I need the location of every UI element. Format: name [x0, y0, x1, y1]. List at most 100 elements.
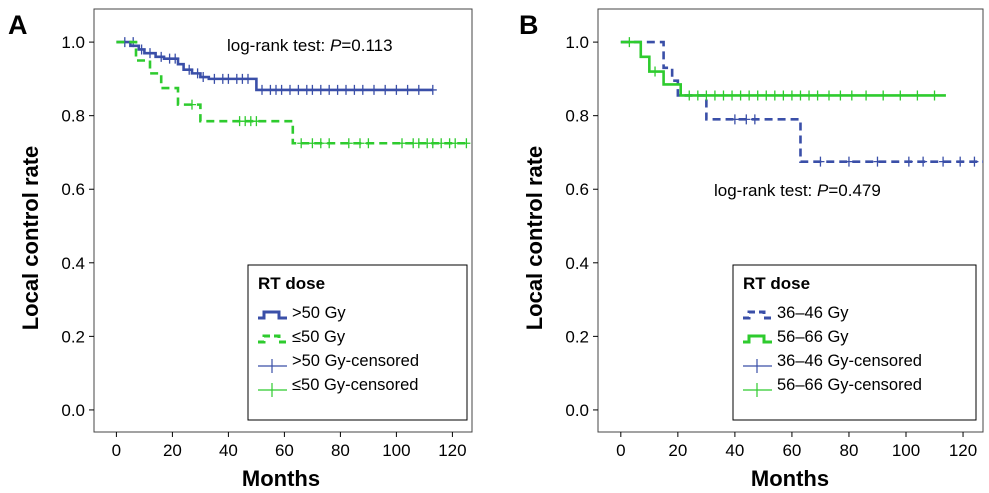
series-line-2 [116, 40, 467, 145]
logrank-p-value: =0.479 [828, 181, 880, 200]
y-tick-label: 0.8 [565, 107, 589, 126]
logrank-p-symbol: P [330, 36, 342, 55]
y-axis: 0.0 0.2 0.4 0.6 0.8 1.0 [61, 33, 94, 420]
x-tick-label: 60 [782, 441, 801, 460]
y-axis-label: Local control rate [18, 146, 43, 331]
logrank-annotation: log-rank test: P=0.479 [714, 181, 881, 200]
censor-mark [862, 90, 871, 101]
x-axis: 0 20 40 60 80 100 120 [112, 432, 467, 460]
censor-mark [308, 138, 317, 149]
legend-entry-4: ≤50 Gy-censored [258, 376, 418, 397]
x-tick-label: 20 [668, 441, 687, 460]
censor-mark [693, 90, 702, 101]
legend-line-symbol [743, 310, 772, 320]
x-tick-label: 80 [331, 441, 350, 460]
y-tick-label: 1.0 [565, 33, 589, 52]
legend-label: 36–46 Gy-censored [777, 352, 922, 370]
x-axis: 0 20 40 60 80 100 120 [616, 432, 977, 460]
censor-mark [294, 84, 303, 95]
censor-mark [137, 44, 146, 55]
censor-mark [370, 84, 378, 95]
censor-mark [188, 99, 196, 110]
y-tick-label: 0.8 [61, 107, 85, 126]
x-axis-label: Months [751, 466, 829, 491]
censor-mark [428, 138, 437, 149]
censor-mark [157, 51, 166, 62]
series-line-2 [620, 40, 946, 97]
censor-mark [392, 84, 401, 95]
x-tick-label: 60 [275, 441, 294, 460]
censor-mark [919, 156, 928, 167]
logrank-p-symbol: P [817, 181, 829, 200]
legend-label: 56–66 Gy-censored [777, 376, 922, 394]
legend-censor-symbol [743, 383, 772, 397]
legend-entry-2: 56–66 Gy [743, 328, 849, 346]
legend-label: >50 Gy [292, 304, 346, 322]
legend-entry-3: 36–46 Gy-censored [743, 352, 922, 373]
censor-mark [730, 114, 739, 125]
censor-mark [381, 84, 390, 95]
legend-entry-4: 56–66 Gy-censored [743, 376, 922, 397]
censor-mark [244, 73, 252, 84]
censor-mark [787, 90, 796, 101]
censor-mark [719, 90, 728, 101]
y-tick-label: 0.4 [61, 254, 85, 273]
legend-label: ≤50 Gy-censored [292, 376, 418, 394]
censor-mark [813, 90, 822, 101]
x-tick-label: 100 [892, 441, 920, 460]
legend-label: ≤50 Gy [292, 328, 346, 346]
censor-mark [325, 84, 334, 95]
censor-mark [710, 90, 719, 101]
censor-mark [873, 156, 882, 167]
legend-censor-symbol [258, 383, 287, 397]
legend: RT dose 36–46 Gy 56–66 Gy 36–46 Gy-censo… [732, 264, 977, 421]
censor-mark [930, 90, 939, 101]
logrank-p-value: =0.113 [341, 36, 392, 55]
survival-curves [116, 37, 471, 149]
legend-title: RT dose [258, 274, 325, 293]
censor-mark [297, 138, 306, 149]
censor-mark [702, 90, 711, 101]
censor-mark [146, 48, 154, 59]
logrank-prefix: log-rank test: [714, 181, 817, 200]
censor-mark [805, 90, 814, 101]
censor-mark [428, 84, 437, 95]
censor-mark [437, 138, 446, 149]
panel-b: B Local control rate Months 0.0 0.2 0.4 0.6… [519, 8, 984, 491]
censor-mark [779, 90, 788, 101]
x-tick-label: 40 [725, 441, 744, 460]
censor-mark [333, 84, 342, 95]
legend-box [732, 264, 977, 421]
censor-mark [451, 138, 460, 149]
x-tick-label: 100 [382, 441, 410, 460]
survival-curves [620, 37, 983, 167]
censor-mark [308, 84, 317, 95]
y-tick-label: 0.2 [61, 327, 85, 346]
panel-a: A Local control rate Months 0.0 0.2 0.4 0.6… [8, 8, 473, 491]
censor-mark [844, 156, 853, 167]
legend-entry-1: 36–46 Gy [743, 304, 849, 322]
legend-title: RT dose [743, 274, 810, 293]
censor-mark [344, 138, 353, 149]
censor-mark [728, 90, 737, 101]
legend-entry-2: ≤50 Gy [258, 328, 346, 346]
legend-line-symbol [258, 310, 287, 320]
censor-mark [414, 138, 423, 149]
legend-label: 56–66 Gy [777, 328, 849, 346]
censor-mark [762, 90, 771, 101]
x-tick-label: 0 [112, 441, 121, 460]
y-axis-label: Local control rate [522, 146, 547, 331]
censor-mark [364, 138, 373, 149]
censor-mark [651, 66, 660, 77]
censor-mark [956, 156, 965, 167]
y-tick-label: 0.2 [565, 327, 589, 346]
legend-censor-symbol [258, 359, 287, 373]
x-tick-label: 20 [163, 441, 182, 460]
censor-mark [685, 90, 694, 101]
panel-letter-b: B [519, 10, 539, 40]
x-tick-label: 40 [219, 441, 238, 460]
censor-mark [625, 37, 634, 48]
censor-mark [286, 84, 294, 95]
censor-mark [825, 90, 833, 101]
